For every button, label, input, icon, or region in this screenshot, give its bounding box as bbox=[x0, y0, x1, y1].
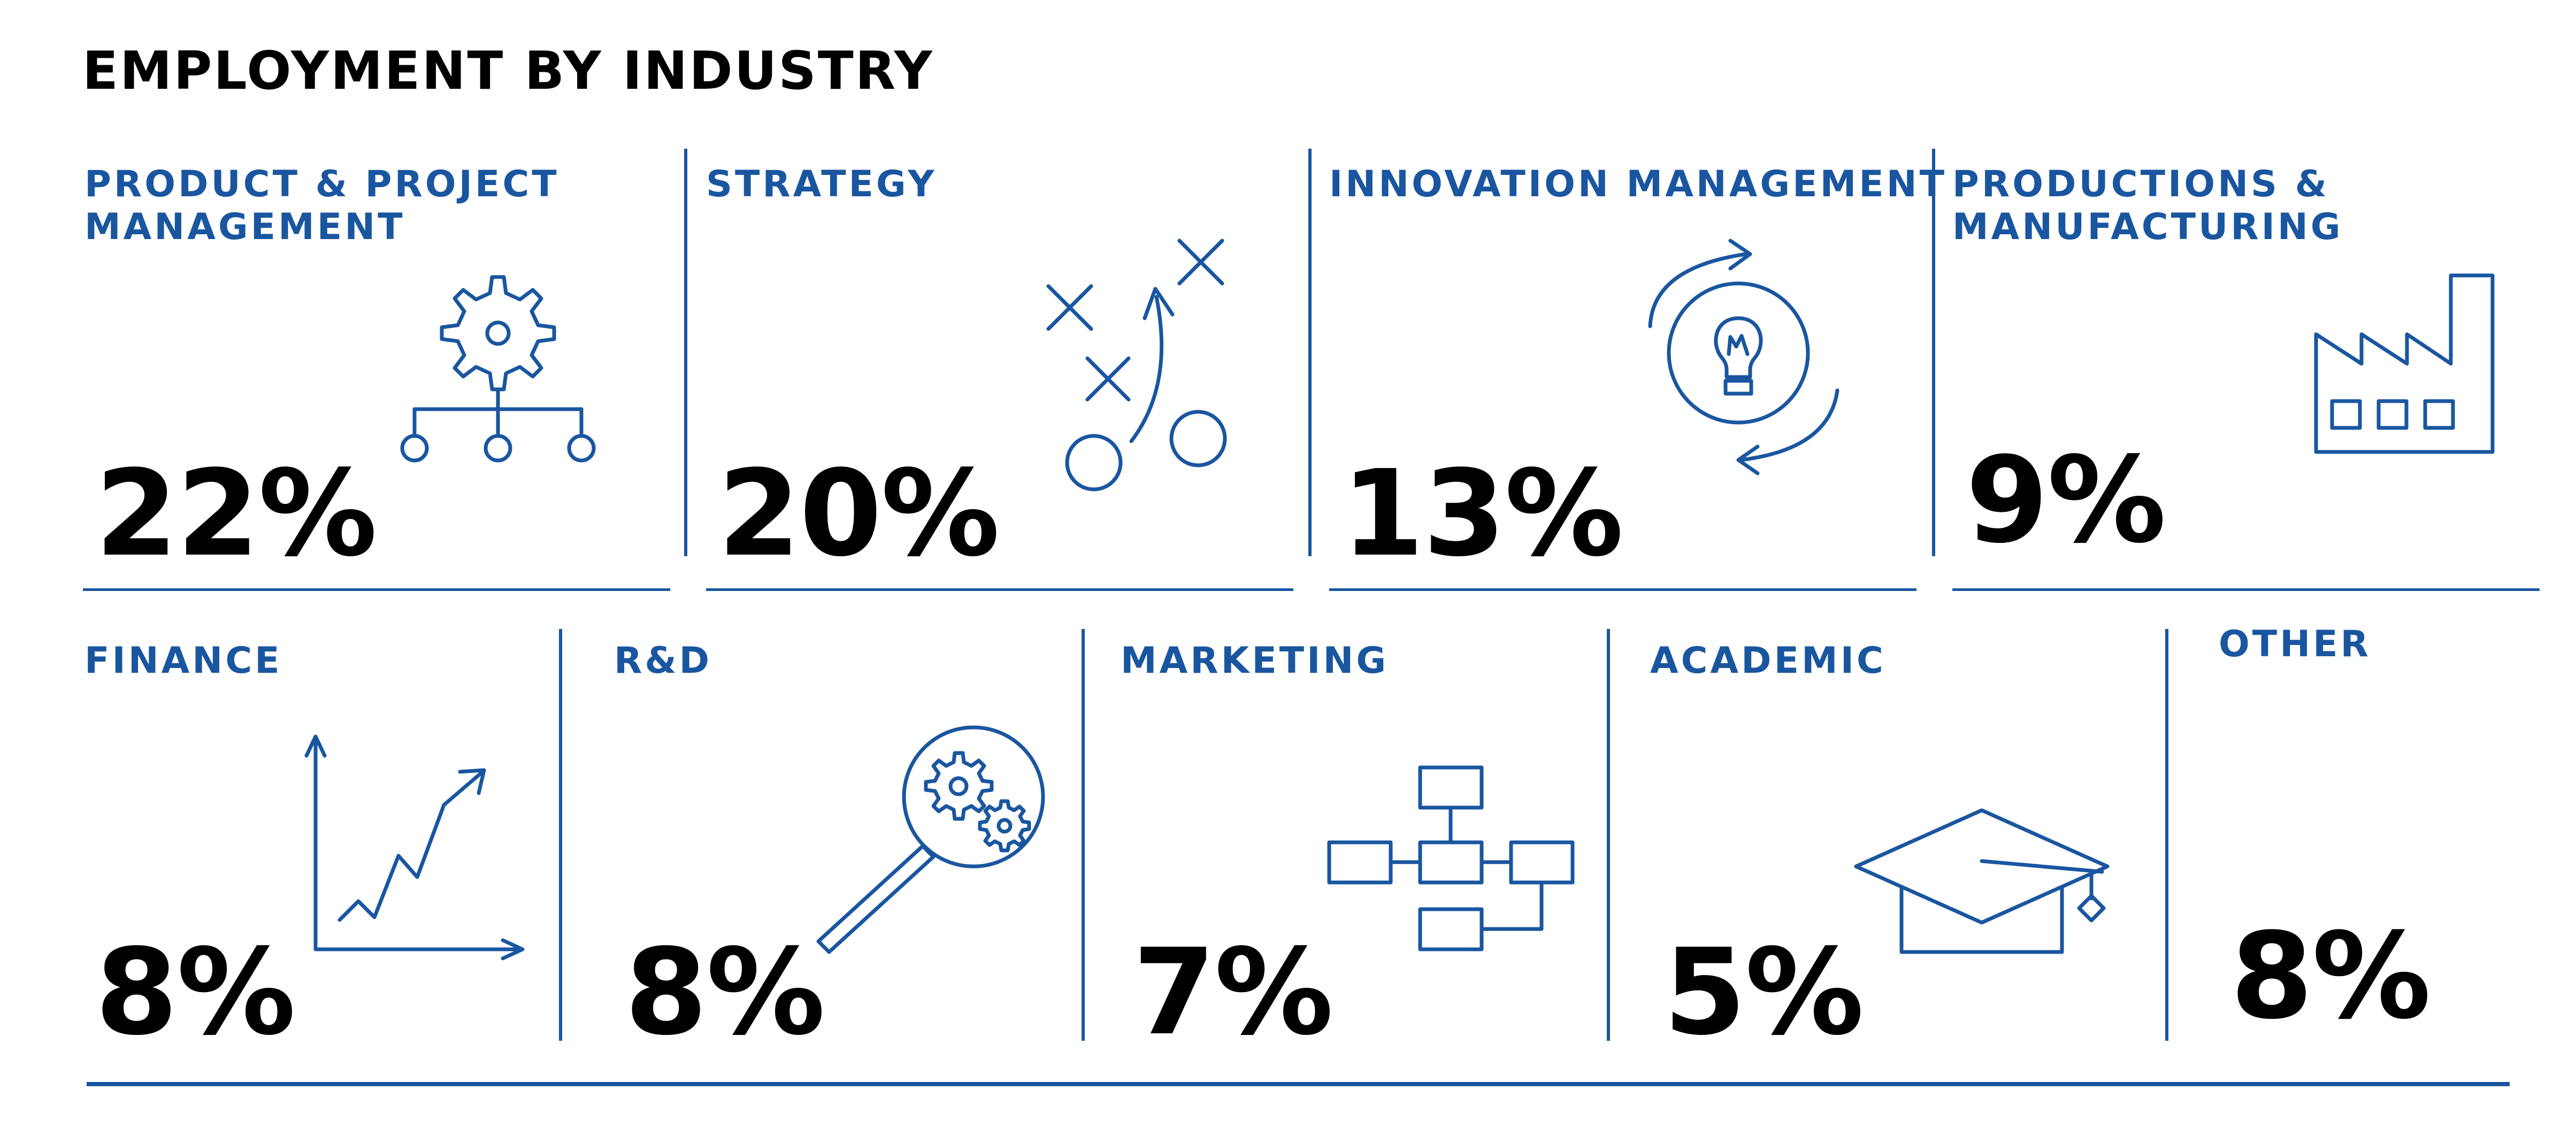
lightbulb-cycle-icon bbox=[1631, 230, 1845, 481]
row-separator bbox=[1329, 588, 1916, 591]
graduation-cap-icon bbox=[1853, 808, 2115, 957]
column-divider bbox=[1308, 149, 1312, 556]
column-divider bbox=[684, 149, 687, 556]
row-separator bbox=[83, 588, 670, 591]
industry-percentage: 20% bbox=[718, 445, 1000, 583]
factory-icon bbox=[2311, 270, 2495, 457]
industry-percentage: 13% bbox=[1341, 445, 1623, 583]
industry-percentage: 8% bbox=[625, 924, 825, 1062]
industry-label: STRATEGY bbox=[706, 163, 937, 205]
industry-percentage: 22% bbox=[95, 445, 377, 583]
industry-label: PRODUCT & PROJECT MANAGEMENT bbox=[85, 163, 559, 248]
industry-percentage: 9% bbox=[1966, 432, 2166, 570]
flowchart-icon bbox=[1327, 765, 1583, 957]
column-divider bbox=[2165, 629, 2168, 1041]
gear-hierarchy-icon bbox=[385, 267, 610, 481]
industry-label: MARKETING bbox=[1121, 640, 1389, 682]
industry-label: ACADEMIC bbox=[1650, 640, 1886, 682]
column-divider bbox=[1932, 149, 1935, 556]
industry-percentage: 5% bbox=[1663, 924, 1864, 1062]
bottom-rule bbox=[87, 1082, 2510, 1086]
page-title: EMPLOYMENT BY INDUSTRY bbox=[82, 41, 934, 102]
industry-percentage: 8% bbox=[95, 924, 296, 1062]
industry-percentage: 7% bbox=[1133, 924, 1333, 1062]
column-divider bbox=[559, 629, 562, 1041]
industry-label: OTHER bbox=[2219, 623, 2371, 665]
strategy-play-icon bbox=[1038, 235, 1236, 497]
growth-chart-icon bbox=[297, 730, 527, 961]
industry-label: FINANCE bbox=[85, 640, 282, 682]
magnifier-gears-icon bbox=[813, 722, 1054, 957]
row-separator bbox=[1952, 588, 2540, 591]
industry-label: R&D bbox=[614, 640, 712, 682]
industry-label: PRODUCTIONS & MANUFACTURING bbox=[1952, 163, 2343, 248]
industry-label: INNOVATION MANAGEMENT bbox=[1329, 163, 1948, 205]
column-divider bbox=[1082, 629, 1085, 1041]
row-separator bbox=[706, 588, 1293, 591]
column-divider bbox=[1607, 629, 1610, 1041]
industry-percentage: 8% bbox=[2230, 908, 2431, 1046]
